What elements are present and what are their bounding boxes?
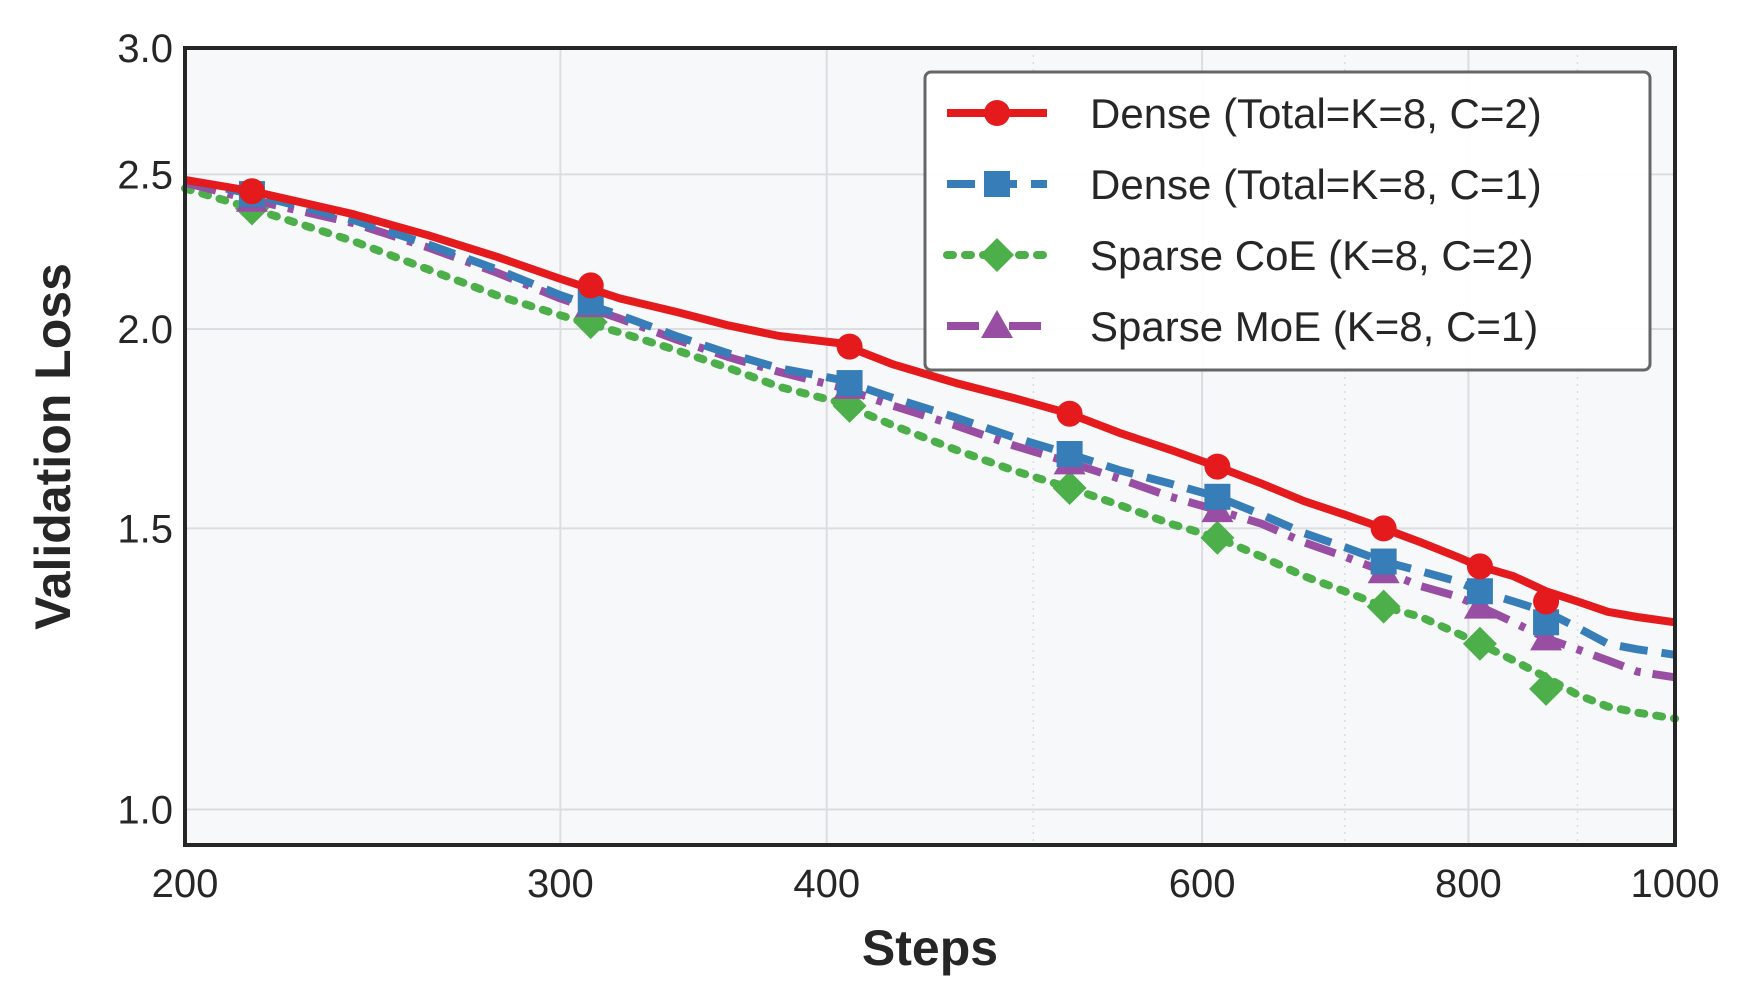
series-marker [1370, 548, 1397, 575]
series-marker [1056, 441, 1083, 468]
series-layer [181, 175, 1679, 723]
series-marker [1052, 471, 1087, 506]
series-marker [1200, 520, 1235, 555]
series-marker [1530, 622, 1563, 651]
legend-label: Dense (Total=K=8, C=2) [1090, 90, 1542, 137]
legend-label: Dense (Total=K=8, C=1) [1090, 161, 1542, 208]
y-tick-label: 2.0 [117, 308, 173, 352]
x-tick-label: 400 [793, 862, 860, 906]
series-marker [836, 333, 863, 360]
series-marker [238, 178, 265, 205]
series-marker [1366, 589, 1401, 624]
legend-box [923, 70, 1652, 372]
series-0 [184, 175, 1676, 627]
series-line [184, 175, 1676, 627]
legend: Dense (Total=K=8, C=2) Dense (Total=K=8, … [923, 70, 1652, 372]
y-axis-ticks: 1.0 1.5 2.0 2.5 3.0 [117, 27, 173, 832]
legend-marker [981, 310, 1013, 338]
x-axis-ticks: 200 300 400 600 800 1000 [152, 862, 1720, 906]
legend-marker [980, 238, 1014, 272]
series-marker [836, 370, 863, 397]
x-tick-label: 300 [527, 862, 594, 906]
legend-item: Dense (Total=K=8, C=2) [947, 90, 1542, 137]
y-tick-label: 1.5 [117, 507, 173, 551]
plot-frame [183, 46, 1677, 847]
legend-marker [984, 171, 1010, 197]
series-marker [577, 272, 604, 299]
legend-label: Sparse CoE (K=8, C=2) [1090, 232, 1534, 279]
y-tick-label: 3.0 [117, 27, 173, 71]
x-tick-label: 800 [1435, 862, 1502, 906]
series-line [184, 175, 1676, 659]
legend-item: Sparse CoE (K=8, C=2) [943, 232, 1534, 279]
series-marker [1204, 453, 1231, 480]
x-tick-label: 600 [1169, 862, 1236, 906]
legend-label: Sparse MoE (K=8, C=1) [1090, 303, 1538, 350]
legend-marker [984, 100, 1010, 126]
y-tick-label: 2.5 [117, 153, 173, 197]
series-marker [1370, 515, 1397, 542]
y-axis-title: Validation Loss [25, 263, 81, 630]
series-marker [1463, 590, 1496, 619]
legend-item: Sparse MoE (K=8, C=1) [947, 303, 1538, 350]
series-line [181, 184, 1679, 723]
x-tick-label: 1000 [1631, 862, 1720, 906]
x-tick-label: 200 [152, 862, 219, 906]
series-marker [1529, 671, 1564, 706]
x-axis-title: Steps [862, 920, 998, 976]
legend-item: Dense (Total=K=8, C=1) [947, 161, 1542, 208]
series-marker [1056, 400, 1083, 427]
series-marker [1466, 553, 1493, 580]
series-marker [1466, 578, 1493, 605]
series-marker [1462, 626, 1497, 661]
y-tick-label: 1.0 [117, 788, 173, 832]
series-marker [1533, 588, 1560, 615]
series-marker [1204, 483, 1231, 510]
